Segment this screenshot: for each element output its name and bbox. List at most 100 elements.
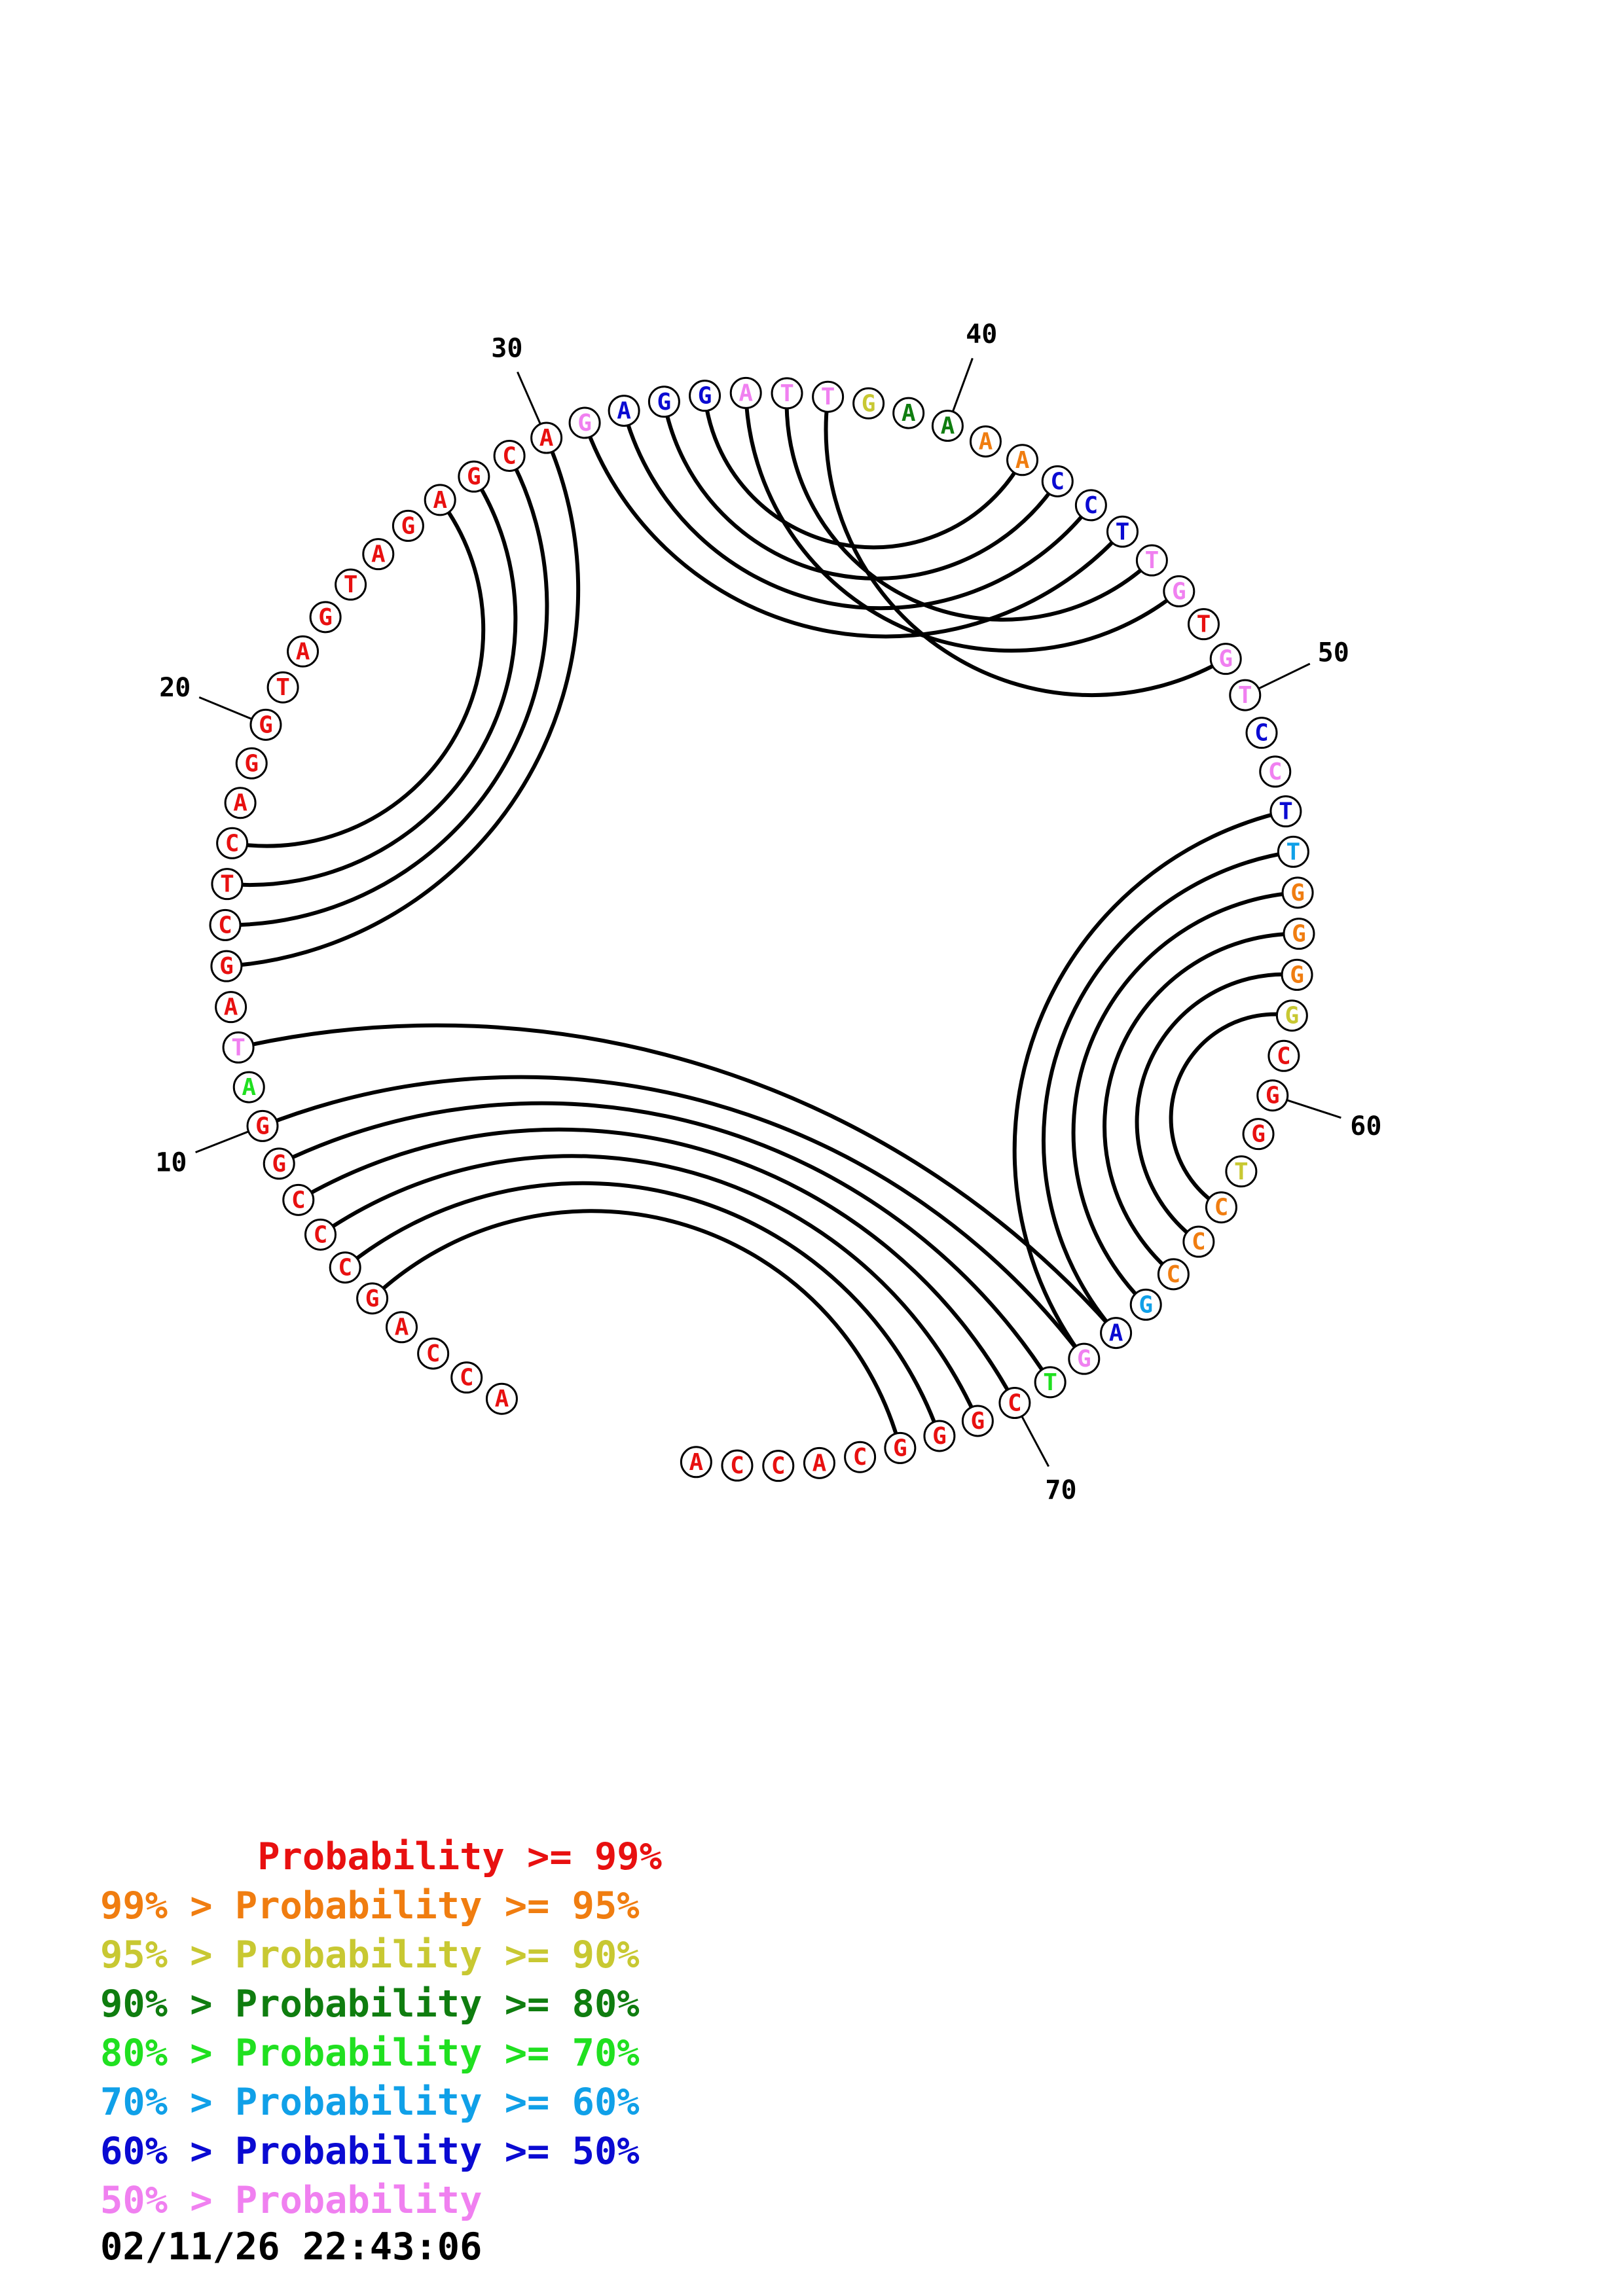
nucleotide-circle xyxy=(568,406,601,439)
position-number: 70 xyxy=(1045,1475,1076,1505)
nucleotide: T xyxy=(1269,795,1302,828)
nucleotide-letter: T xyxy=(276,674,290,701)
nucleotide-letter: A xyxy=(539,425,554,452)
nucleotide-circle xyxy=(485,1382,518,1415)
nucleotide: G xyxy=(1275,999,1308,1032)
nucleotide: C xyxy=(216,827,249,859)
nucleotide-circle xyxy=(1187,608,1220,641)
nucleotide-circle xyxy=(210,950,243,982)
nucleotide-circle xyxy=(647,386,680,418)
nucleotide-letter: C xyxy=(1084,492,1099,519)
nucleotide-letter: A xyxy=(371,541,386,568)
pair-arc xyxy=(238,1023,1118,1335)
nucleotide-circle xyxy=(1209,643,1242,675)
nucleotide-circle xyxy=(1034,1366,1067,1399)
nucleotide-circle xyxy=(287,635,319,668)
nucleotide-circle xyxy=(762,1450,795,1482)
position-number: 50 xyxy=(1318,638,1349,668)
pair-arc xyxy=(297,1127,1017,1404)
nucleotide-letter: C xyxy=(225,830,240,857)
legend-entry: Probability >= 99% xyxy=(100,1835,662,1878)
number-tick xyxy=(951,357,974,412)
nucleotide-letter: C xyxy=(1268,759,1283,785)
nucleotide-circle xyxy=(1267,1039,1300,1072)
nucleotide: T xyxy=(1225,1155,1258,1188)
nucleotide-circle xyxy=(1277,835,1309,868)
nucleotide-letter: A xyxy=(224,994,238,1021)
nucleotide-letter: G xyxy=(401,512,416,539)
nucleotide: A xyxy=(232,1071,265,1103)
nucleotide-letter: G xyxy=(467,463,481,490)
nucleotide-circle xyxy=(844,1441,877,1473)
pair-arc xyxy=(278,1101,1052,1384)
nucleotide-circle xyxy=(721,1449,754,1482)
nucleotide: A xyxy=(215,991,247,1024)
nucleotide-circle xyxy=(329,1251,361,1284)
nucleotide: G xyxy=(1129,1288,1162,1321)
pair-arc xyxy=(1042,850,1294,1335)
nucleotide: C xyxy=(1041,465,1074,497)
nucleotide-circle xyxy=(1245,717,1278,749)
nucleotide: G xyxy=(246,1109,279,1142)
number-tick xyxy=(517,371,541,425)
nucleotide: G xyxy=(689,380,721,412)
pair-arc xyxy=(261,1075,1086,1360)
legend-entry: 99% > Probability >= 95% xyxy=(100,1884,640,1928)
position-number: 60 xyxy=(1350,1111,1381,1141)
pair-arc xyxy=(784,393,1154,622)
nucleotide: T xyxy=(211,868,244,901)
nucleotide: A xyxy=(224,787,257,819)
nucleotide: G xyxy=(392,509,424,542)
nucleotide-circle xyxy=(1259,755,1292,788)
nucleotide-circle xyxy=(450,1361,483,1394)
nucleotide-letter: T xyxy=(1043,1369,1057,1396)
nucleotide: T xyxy=(1135,544,1168,577)
pair-arc xyxy=(622,410,1093,611)
nucleotide-letter: A xyxy=(395,1314,409,1341)
nucleotide: C xyxy=(282,1183,315,1216)
nucleotide: C xyxy=(1245,717,1278,749)
nucleotide: G xyxy=(1163,575,1195,607)
nucleotide: A xyxy=(385,1311,418,1344)
nucleotide: C xyxy=(329,1251,361,1284)
nucleotide-letter: G xyxy=(698,383,712,410)
nucleotide: C xyxy=(998,1387,1031,1420)
nucleotide-letter: T xyxy=(344,571,358,598)
nucleotide-circle xyxy=(235,747,268,780)
pair-arc xyxy=(1071,890,1298,1306)
nucleotide-circle xyxy=(1205,1191,1237,1224)
nucleotide: G xyxy=(356,1282,389,1315)
number-ticks: 10 20 30 40 50 60 70 xyxy=(155,319,1381,1505)
nucleotide-circle xyxy=(1135,544,1168,577)
nucleotide-circle xyxy=(884,1431,917,1464)
nucleotide-letter: T xyxy=(231,1034,246,1061)
nucleotide: C xyxy=(450,1361,483,1394)
nucleotide-circle xyxy=(232,1071,265,1103)
position-number: 20 xyxy=(159,673,191,703)
nucleotide-circle xyxy=(1275,999,1308,1032)
nucleotide-circle xyxy=(1256,1079,1289,1112)
timestamp: 02/11/26 22:43:06 xyxy=(100,2225,483,2269)
nucleotide-circle xyxy=(812,380,845,413)
nucleotide-circle xyxy=(224,787,257,819)
pair-arc xyxy=(662,401,1059,581)
nucleotide-circle xyxy=(424,484,456,516)
nucleotide-letter: T xyxy=(821,384,835,410)
nucleotide-letter: C xyxy=(314,1221,328,1248)
number-tick xyxy=(1021,1416,1049,1467)
nucleotide: T xyxy=(266,671,299,704)
pair-arc xyxy=(1012,809,1286,1360)
nucleotide-letter: T xyxy=(1234,1158,1249,1185)
nucleotide: G xyxy=(1068,1342,1101,1375)
nucleotide-circle xyxy=(1163,575,1195,607)
nucleotide-circle xyxy=(263,1147,295,1180)
nucleotide: A xyxy=(969,425,1002,457)
nucleotide-circle xyxy=(417,1337,450,1370)
legend-entry: 95% > Probability >= 90% xyxy=(100,1933,640,1977)
nucleotide-letter: A xyxy=(979,428,993,455)
nucleotide: C xyxy=(762,1450,795,1482)
nucleotide-circle xyxy=(282,1183,315,1216)
nucleotide-letter: A xyxy=(739,380,753,406)
nucleotide-letter: G xyxy=(932,1423,947,1450)
